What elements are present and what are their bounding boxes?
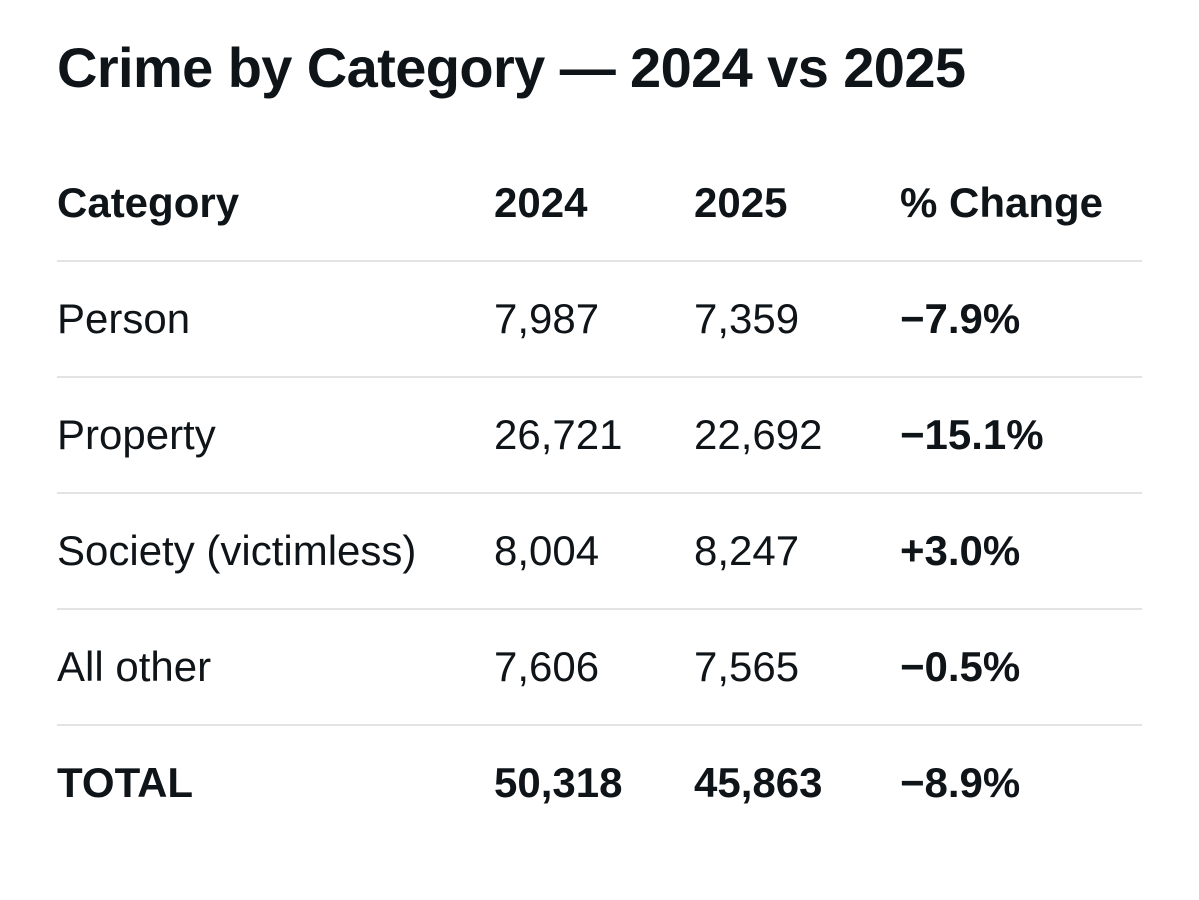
cell-category: All other (57, 643, 212, 690)
table-row-all-other: All other 7,606 7,565 −0.5% (57, 609, 1142, 725)
column-header-category: Category (57, 179, 240, 226)
cell-category: Person (57, 295, 191, 342)
cell-change: −0.5% (900, 643, 1021, 690)
cell-change: −8.9% (900, 759, 1021, 806)
cell-2025: 8,247 (694, 527, 800, 574)
cell-2025: 22,692 (694, 411, 823, 458)
cell-category: Property (57, 411, 216, 458)
cell-2024: 8,004 (494, 527, 600, 574)
page: Crime by Category — 2024 vs 2025 Categor… (57, 36, 1142, 840)
column-header-2024: 2024 (494, 179, 588, 226)
cell-2024: 7,987 (494, 295, 600, 342)
crime-by-category-table: Category 2024 2025 % Change Person 7,987… (57, 146, 1142, 840)
column-header-2025: 2025 (694, 179, 788, 226)
cell-change: −7.9% (900, 295, 1021, 342)
header-row: Category 2024 2025 % Change (57, 146, 1142, 261)
cell-2024: 50,318 (494, 759, 623, 806)
table-row-person: Person 7,987 7,359 −7.9% (57, 261, 1142, 377)
cell-category: TOTAL (57, 759, 194, 806)
cell-2024: 7,606 (494, 643, 600, 690)
cell-2025: 7,565 (694, 643, 800, 690)
column-header-change: % Change (900, 179, 1104, 226)
cell-change: +3.0% (900, 527, 1021, 574)
page-title: Crime by Category — 2024 vs 2025 (57, 36, 966, 99)
cell-2025: 45,863 (694, 759, 823, 806)
table-row-society: Society (victimless) 8,004 8,247 +3.0% (57, 493, 1142, 609)
table-row-property: Property 26,721 22,692 −15.1% (57, 377, 1142, 493)
cell-change: −15.1% (900, 411, 1044, 458)
cell-2025: 7,359 (694, 295, 800, 342)
cell-category: Society (victimless) (57, 527, 417, 574)
table-row-total: TOTAL 50,318 45,863 −8.9% (57, 725, 1142, 840)
cell-2024: 26,721 (494, 411, 623, 458)
table-body: Person 7,987 7,359 −7.9% Property 26,721… (57, 261, 1142, 840)
table-header: Category 2024 2025 % Change (57, 146, 1142, 261)
